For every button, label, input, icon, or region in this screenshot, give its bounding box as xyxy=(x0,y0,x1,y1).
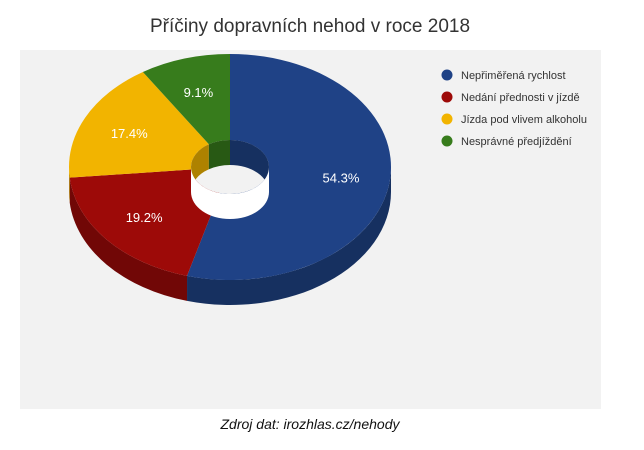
donut-chart: 54.3% 19.2% 17.4% 9.1% Nepřiměřená rychlost… xyxy=(69,54,587,305)
hole-floor xyxy=(191,167,269,219)
legend-label-0: Nepřiměřená rychlost xyxy=(461,70,566,82)
slice-label-1: 19.2% xyxy=(126,210,163,225)
slice-side-0 xyxy=(187,167,391,305)
legend-swatch-3 xyxy=(441,135,453,147)
legend-swatch-2 xyxy=(441,113,453,125)
slice-label-0: 54.3% xyxy=(323,171,360,186)
source-note: Zdroj dat: irozhlas.cz/nehody xyxy=(220,416,400,432)
chart-title: Příčiny dopravních nehod v roce 2018 xyxy=(149,16,471,37)
hole-wall-3-1 xyxy=(208,140,230,170)
slice-side-1 xyxy=(69,177,188,301)
legend-label-3: Nesprávné předjíždění xyxy=(461,136,572,148)
slice-sides xyxy=(69,167,391,305)
legend-label-2: Jízda pod vlivem alkoholu xyxy=(461,114,587,126)
slice-label-2: 17.4% xyxy=(111,126,148,141)
plot-area: 54.3% 19.2% 17.4% 9.1% Nepřiměřená rychlost… xyxy=(20,50,601,409)
slice-labels: 54.3% 19.2% 17.4% 9.1% xyxy=(111,85,360,225)
slice-side-2 xyxy=(69,167,70,203)
hole-wall-2-1 xyxy=(191,144,209,192)
legend-label-1: Nedání přednosti v jízdě xyxy=(461,92,580,104)
slice-top-2 xyxy=(69,71,209,178)
legend-swatch-1 xyxy=(441,91,453,103)
hole-wall-0-0 xyxy=(230,140,269,192)
legend-swatch-0 xyxy=(441,69,453,81)
slice-top-0 xyxy=(187,54,392,280)
slice-tops xyxy=(69,54,392,280)
slice-top-3 xyxy=(142,54,230,145)
slice-top-1 xyxy=(69,169,220,276)
slice-label-3: 9.1% xyxy=(184,85,214,100)
legend: Nepřiměřená rychlost Nedání přednosti v j… xyxy=(441,69,587,148)
